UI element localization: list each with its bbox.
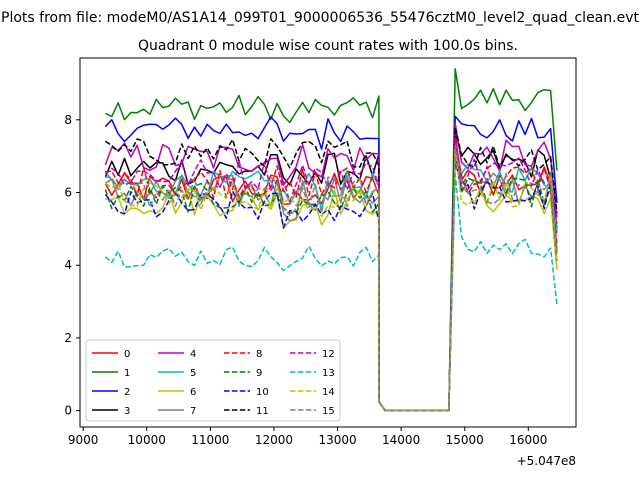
legend-label-4: 4	[190, 349, 196, 360]
x-tick-label: 11000	[191, 433, 229, 447]
x-offset-label: +5.047e8	[517, 454, 576, 468]
legend-label-9: 9	[256, 368, 262, 379]
chart-suptitle: Plots from file: modeM0/AS1A14_099T01_90…	[1, 10, 639, 26]
legend-label-6: 6	[190, 387, 196, 398]
series-line-13	[104, 173, 558, 412]
legend-box	[85, 339, 341, 422]
legend-label-13: 13	[322, 368, 335, 379]
y-axis: 0 2 4 6 8	[64, 113, 80, 418]
legend-label-1: 1	[124, 368, 130, 379]
x-tick-label: 14000	[382, 433, 420, 447]
series-line-1	[105, 68, 558, 412]
series-layer	[104, 68, 558, 412]
legend-label-11: 11	[256, 406, 269, 417]
y-tick-label: 8	[64, 113, 72, 127]
y-tick-label: 6	[64, 186, 72, 200]
legend-label-5: 5	[190, 368, 196, 379]
y-tick-label: 2	[64, 331, 72, 345]
series-line-8	[105, 140, 558, 412]
chart-title: Quadrant 0 module wise count rates with …	[138, 38, 518, 54]
legend-label-10: 10	[256, 387, 269, 398]
legend-label-3: 3	[124, 406, 130, 417]
plot-frame	[79, 57, 577, 428]
x-tick-label: 10000	[128, 433, 166, 447]
x-tick-label: 13000	[318, 433, 356, 447]
legend-label-15: 15	[322, 406, 335, 417]
y-tick-label: 0	[64, 404, 72, 418]
legend-label-12: 12	[322, 349, 335, 360]
x-tick-label: 15000	[446, 433, 484, 447]
y-tick-label: 4	[64, 258, 72, 272]
x-tick-label: 12000	[255, 433, 293, 447]
x-tick-label: 9000	[68, 433, 99, 447]
series-line-9	[104, 155, 558, 412]
x-axis: 9000 10000 11000 12000 13000 14000 15000 16000	[68, 427, 547, 447]
series-line-4	[104, 122, 558, 412]
series-line-14	[104, 148, 558, 412]
legend-label-8: 8	[256, 349, 262, 360]
series-line-2	[104, 115, 558, 412]
series-line-12	[104, 137, 558, 412]
series-line-11	[104, 126, 558, 412]
legend-label-14: 14	[322, 387, 335, 398]
legend-label-0: 0	[124, 349, 130, 360]
series-line-15	[105, 144, 558, 412]
legend-label-2: 2	[124, 387, 130, 398]
x-tick-label: 16000	[509, 433, 547, 447]
legend-label-7: 7	[190, 406, 196, 417]
